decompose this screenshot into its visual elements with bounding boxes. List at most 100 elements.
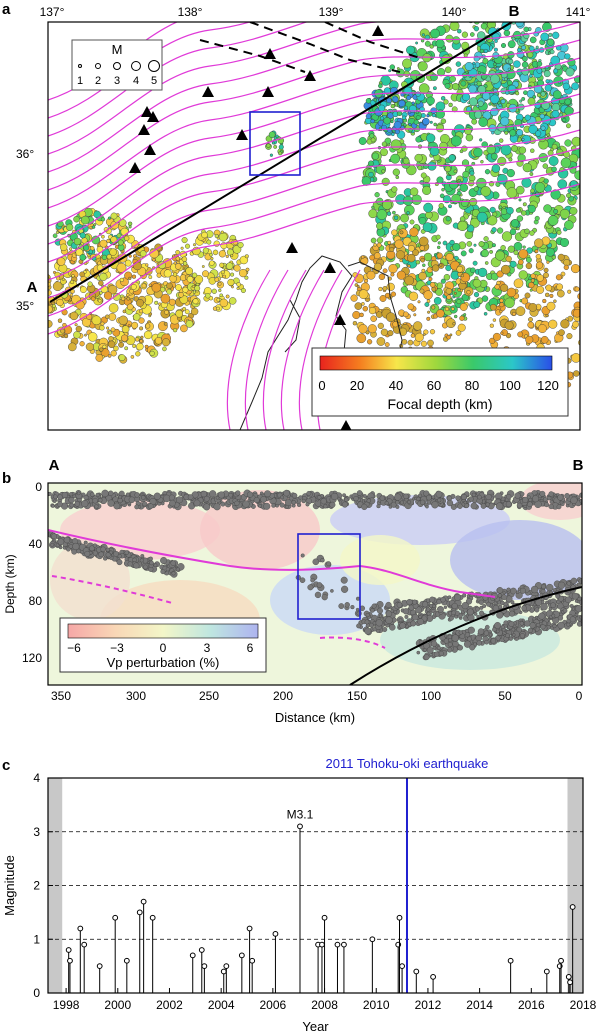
- hypocenter: [455, 495, 461, 501]
- epicenter: [99, 239, 108, 248]
- hypocenter: [548, 503, 554, 510]
- epicenter: [93, 210, 101, 219]
- epicenter: [456, 299, 462, 305]
- epicenter: [419, 245, 425, 251]
- depth-tick-label-0: 0: [35, 480, 42, 494]
- distance-tick-250: 250: [199, 689, 219, 703]
- epicenter: [408, 123, 412, 127]
- epicenter: [417, 300, 421, 304]
- epicenter: [549, 293, 554, 298]
- plate-boundary-upper: [48, 529, 496, 598]
- epicenter: [477, 71, 481, 75]
- epicenter: [370, 118, 375, 124]
- hypocenter: [61, 491, 69, 499]
- epicenter: [535, 254, 541, 260]
- epicenter: [476, 104, 480, 108]
- epicenter: [428, 277, 433, 282]
- epicenter: [501, 231, 513, 242]
- panel-c: c 2011 Tohoku-oki earthquake M3.1 0 1 2 3 4 199…: [2, 756, 597, 1034]
- hypocenter: [482, 604, 487, 609]
- epicenter: [394, 129, 400, 135]
- epicenter: [131, 274, 137, 279]
- hypocenter: [557, 621, 565, 629]
- epicenter: [376, 228, 386, 237]
- epicenter: [118, 341, 125, 348]
- epicenter: [107, 340, 116, 348]
- x-tick-label: 2014: [466, 998, 493, 1012]
- epicenter: [376, 222, 384, 230]
- epicenter: [506, 206, 514, 215]
- hypocenter: [105, 547, 110, 552]
- epicenter: [403, 123, 407, 127]
- epicenter: [399, 230, 404, 235]
- hypocenter: [153, 563, 158, 568]
- epicenter: [468, 84, 478, 94]
- hypocenter: [426, 607, 431, 612]
- epicenter: [508, 157, 513, 162]
- epicenter: [501, 43, 507, 49]
- epicenter: [548, 215, 559, 226]
- epicenter: [522, 245, 526, 249]
- epicenter: [518, 146, 527, 154]
- hypocenter: [200, 490, 208, 498]
- volcano-icon: [202, 86, 214, 97]
- epicenter: [110, 350, 117, 357]
- epicenter: [378, 104, 386, 112]
- depth-tick-0: 0: [318, 378, 325, 393]
- hypocenter: [529, 622, 536, 629]
- epicenter: [219, 298, 229, 308]
- epicenter: [504, 320, 514, 330]
- hypocenter: [541, 584, 546, 590]
- hypocenter: [447, 595, 452, 600]
- epicenter: [446, 294, 452, 300]
- hypocenter: [492, 604, 499, 612]
- hypocenter: [385, 601, 392, 609]
- hypocenter: [53, 494, 58, 500]
- epicenter: [80, 215, 90, 225]
- plate-boundary-dashed-1: [51, 575, 173, 604]
- hypocenter: [160, 557, 168, 565]
- epicenter: [450, 307, 455, 311]
- hypocenter: [422, 601, 429, 608]
- distance-tick-150: 150: [347, 689, 367, 703]
- epicenter: [108, 336, 114, 342]
- epicenter: [389, 64, 395, 70]
- hypocenter: [473, 612, 478, 616]
- hypocenter: [486, 601, 491, 607]
- epicenter: [484, 169, 491, 175]
- epicenter: [567, 289, 572, 294]
- epicenter: [420, 172, 427, 179]
- epicenter: [129, 288, 134, 294]
- chart-xlabel: Year: [302, 1019, 329, 1034]
- epicenter: [130, 283, 137, 290]
- epicenter: [388, 69, 392, 73]
- hypocenter: [329, 501, 336, 508]
- chart-ylabel: Magnitude: [2, 855, 17, 916]
- y-tick-label: 3: [33, 825, 40, 839]
- x-tick-label: 2006: [260, 998, 287, 1012]
- epicenter: [562, 118, 567, 123]
- epicenter: [515, 91, 520, 96]
- epicenter: [438, 203, 444, 209]
- epicenter: [534, 215, 540, 221]
- epicenter: [516, 129, 524, 137]
- hypocenter: [300, 553, 305, 558]
- epicenter: [421, 268, 426, 273]
- epicenter: [545, 284, 553, 292]
- epicenter: [377, 322, 384, 330]
- epicenter: [559, 112, 564, 117]
- mag-legend-label-4: 4: [133, 75, 139, 87]
- section-seismicity: [48, 489, 582, 661]
- epicenter: [380, 116, 384, 121]
- hypocenter: [528, 497, 533, 502]
- epicenter: [489, 303, 497, 311]
- epicenter: [411, 194, 422, 205]
- epicenter: [560, 319, 570, 329]
- epicenter: [500, 283, 509, 292]
- event-marker: [334, 941, 341, 948]
- epicenter: [566, 192, 572, 198]
- volcano-icon: [147, 111, 159, 122]
- epicenter: [426, 133, 436, 143]
- hypocenter: [297, 502, 302, 507]
- epicenter: [478, 117, 489, 127]
